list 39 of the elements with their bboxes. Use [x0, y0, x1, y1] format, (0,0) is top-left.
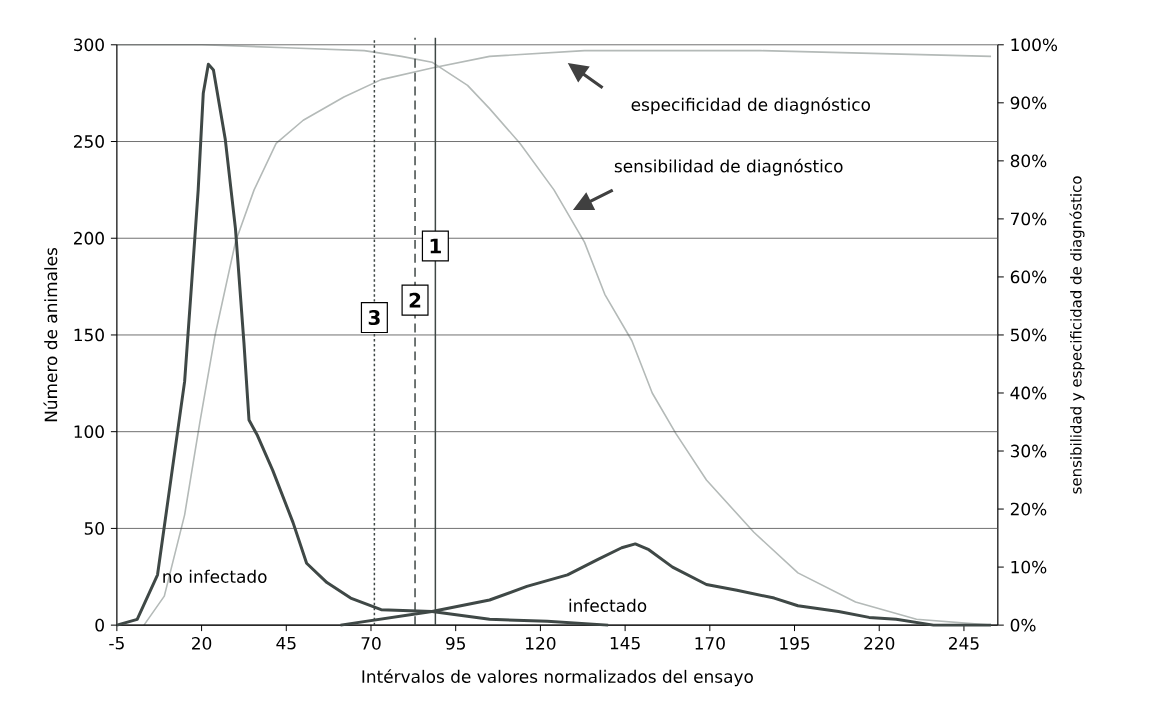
x-tick-label: 95: [445, 637, 465, 650]
annotation: 1: [430, 238, 441, 254]
x-tick-label: 220: [864, 637, 895, 650]
y-tick-label: 300: [74, 38, 104, 52]
y2-tick-label: 20%: [1010, 502, 1047, 516]
y2-tick-label: 90%: [1010, 96, 1047, 110]
y-tick-label: 200: [73, 231, 104, 245]
x-tick-label: 145: [610, 637, 640, 650]
y2-tick-label: 50%: [1010, 328, 1047, 342]
y-tick-label: 100: [74, 425, 104, 439]
annotation: no infectado: [163, 569, 267, 584]
y2-tick-label: 40%: [1010, 386, 1047, 400]
y2-tick-label: 10%: [1011, 560, 1047, 574]
x-tick-label: 195: [780, 637, 810, 650]
y2-tick-label: 80%: [1010, 154, 1047, 168]
annotation: 2: [409, 292, 421, 308]
x-tick-label: 20: [192, 637, 212, 650]
y2-tick-label: 70%: [1011, 212, 1047, 226]
y-tick-label: 250: [73, 135, 104, 149]
y2-tick-label: 60%: [1010, 270, 1047, 284]
y2-tick-label: 100%: [1011, 38, 1058, 52]
annotation: sensibilidad de diagnóstico: [614, 158, 843, 176]
x-tick-label: 245: [949, 637, 979, 650]
y2-tick-label: 0%: [1010, 618, 1036, 632]
x-axis-title: Intérvalos de valores normalizados del ensayo: [362, 669, 753, 687]
y-axis-title: Número de animales: [43, 248, 58, 422]
x-tick-label: 120: [526, 637, 556, 650]
annotation: 3: [368, 310, 380, 326]
x-tick-label: 45: [276, 637, 296, 650]
x-tick-label: 170: [695, 637, 725, 650]
x-tick-label: 70: [361, 637, 381, 650]
y2-axis-title: sensibilidad y especificidad de diagnóstico: [1069, 176, 1085, 494]
y-tick-label: 150: [74, 328, 104, 342]
y-tick-label: 50: [84, 522, 104, 535]
annotation: especificidad de diagnóstico: [631, 97, 871, 115]
x-tick-label: -5: [109, 637, 124, 650]
y-tick-label: 0: [95, 618, 104, 632]
annotation: infectado: [569, 599, 647, 613]
y2-tick-label: 30%: [1010, 444, 1047, 458]
